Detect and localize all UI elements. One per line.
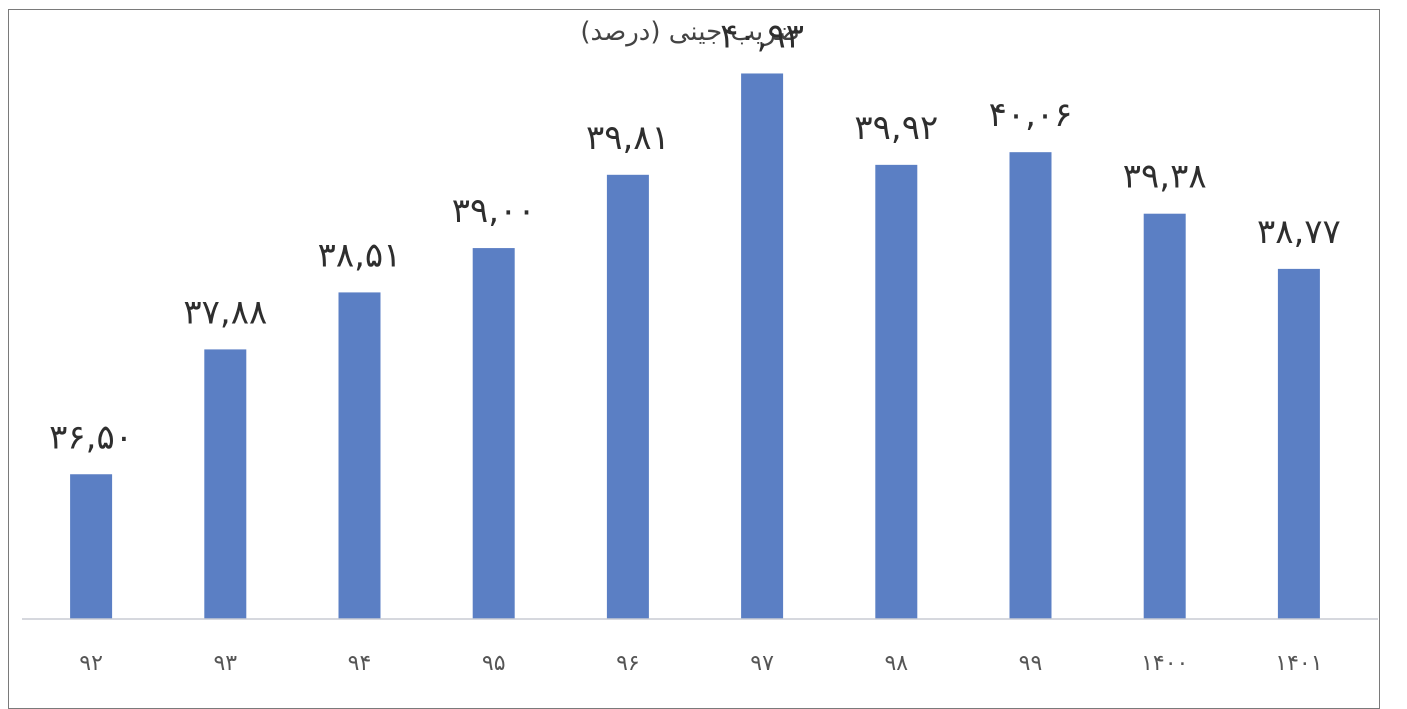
x-tick-label-6: ۹۷ [750, 651, 774, 676]
bar-6 [741, 73, 784, 619]
gini-bar-chart: ضریب جینی (درصد) ۳۶,۵۰ ۳۷,۸۸ ۳۸,۵۱ ۳۹,۰۰ ۳۹,… [22, 16, 1378, 676]
bars-group [70, 73, 1320, 620]
bar-1 [70, 474, 113, 619]
bar-7 [875, 164, 918, 620]
data-label-1: ۳۶,۵۰ [49, 417, 133, 457]
bar-3 [338, 292, 381, 619]
bar-2 [204, 349, 247, 619]
bar-4 [472, 248, 515, 619]
x-tick-label-5: ۹۶ [616, 651, 640, 676]
x-tick-labels-group: ۹۲ ۹۳ ۹۴ ۹۵ ۹۶ ۹۷ ۹۸ ۹۹ ۱۴۰۰ ۱۴۰۱ [79, 651, 1322, 676]
x-tick-label-9: ۱۴۰۰ [1141, 651, 1188, 676]
data-labels-group: ۳۶,۵۰ ۳۷,۸۸ ۳۸,۵۱ ۳۹,۰۰ ۳۹,۸۱ ۴۰,۹۳ ۳۹,۹۲ ۴۰,۰۶… [49, 16, 1341, 457]
data-label-3: ۳۸,۵۱ [318, 235, 402, 275]
bar-5 [606, 174, 649, 619]
data-label-6: ۴۰,۹۳ [720, 16, 804, 56]
x-tick-label-8: ۹۹ [1019, 651, 1043, 676]
data-label-2: ۳۷,۸۸ [183, 292, 267, 332]
data-label-10: ۳۸,۷۷ [1257, 212, 1341, 252]
data-label-4: ۳۹,۰۰ [452, 191, 536, 231]
data-label-7: ۳۹,۹۲ [854, 108, 938, 148]
x-tick-label-2: ۹۳ [213, 651, 237, 676]
x-tick-label-3: ۹۴ [348, 651, 372, 676]
chart-title: ضریب جینی (درصد) [580, 17, 799, 47]
bar-10 [1277, 268, 1320, 619]
bar-8 [1009, 152, 1052, 619]
x-tick-label-7: ۹۸ [884, 651, 908, 676]
data-label-9: ۳۹,۳۸ [1123, 157, 1207, 197]
x-tick-label-10: ۱۴۰۱ [1275, 651, 1322, 676]
data-label-8: ۴۰,۰۶ [989, 95, 1073, 135]
bar-9 [1143, 213, 1186, 619]
data-label-5: ۳۹,۸۱ [586, 118, 670, 158]
x-tick-label-1: ۹۲ [79, 651, 103, 676]
x-tick-label-4: ۹۵ [482, 651, 506, 676]
